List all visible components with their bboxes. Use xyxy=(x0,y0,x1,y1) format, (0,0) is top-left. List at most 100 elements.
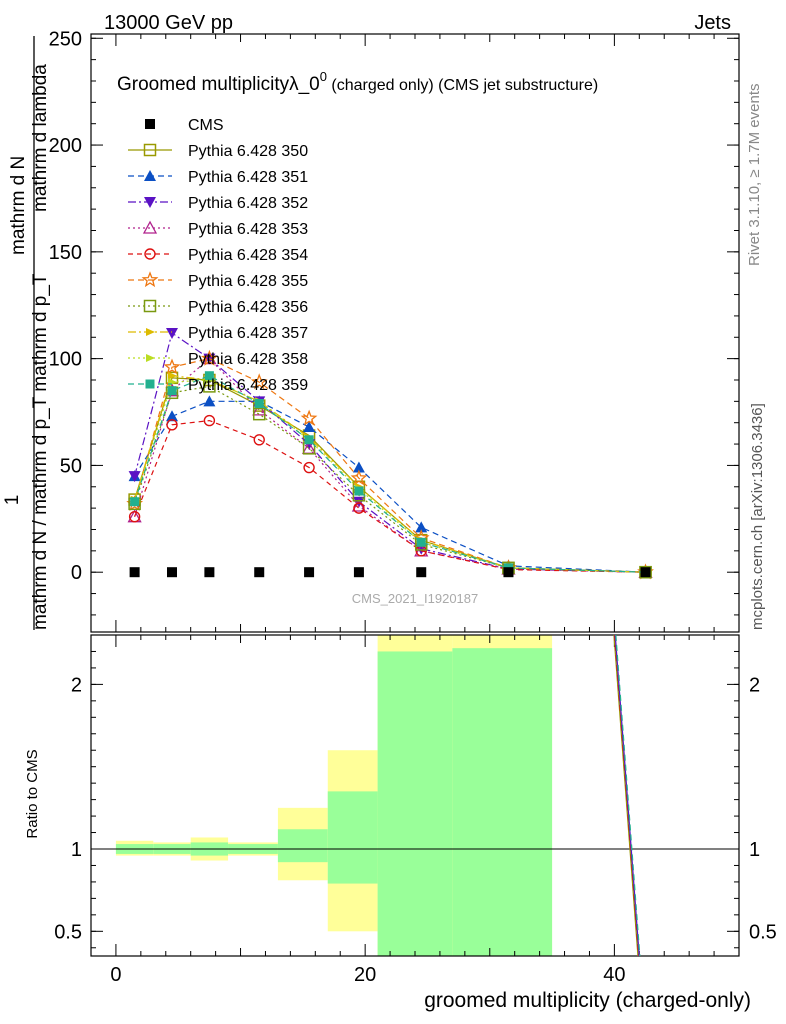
series-352-point xyxy=(352,496,365,508)
energy-label: 13000 GeV pp xyxy=(104,12,233,34)
legend-label: Pythia 6.428 354 xyxy=(188,247,308,264)
main-plot-frame: 0 50 100 150 200 250 xyxy=(49,28,740,633)
series-351-line xyxy=(134,400,646,573)
x-tick-label: 40 xyxy=(603,964,625,986)
series-355-point xyxy=(300,409,318,426)
ratio-y-axis-label: Ratio to CMS xyxy=(24,749,41,838)
ratio-series-line xyxy=(615,634,641,957)
ylabel-lambda: mathrm d lambda xyxy=(30,64,51,212)
x-axis-label: groomed multiplicity (charged-only) xyxy=(424,989,751,1012)
legend-item-351: Pythia 6.428 351 xyxy=(128,169,308,186)
series-351-point xyxy=(415,521,428,533)
series-354-point xyxy=(166,419,178,431)
title-main: Groomed multiplicityλ_00 (charged only) … xyxy=(117,69,598,95)
y-tick-label: 250 xyxy=(49,28,82,50)
series-355-point xyxy=(163,358,181,375)
y-tick-label: 150 xyxy=(49,242,82,264)
series-359-point xyxy=(254,398,264,408)
series-354-point xyxy=(353,502,365,514)
series-355-point xyxy=(201,349,218,366)
legend-item-354: Pythia 6.428 354 xyxy=(128,247,308,264)
series-356-point xyxy=(252,407,266,421)
mcplots-label: mcplots.cern.ch [arXiv:1306.3436] xyxy=(749,403,766,630)
series-359-line xyxy=(134,375,646,573)
y-tick-label: 100 xyxy=(49,349,82,371)
ylabel-numerator: mathrm d N xyxy=(8,156,29,255)
cms-data-point xyxy=(129,567,140,578)
legend-marker xyxy=(142,220,158,234)
legend-item-350: Pythia 6.428 350 xyxy=(128,143,308,160)
ratio-tick-label-left: 0.5 xyxy=(54,921,82,943)
series-356-line xyxy=(134,385,646,573)
legend-marker xyxy=(144,197,156,208)
main-series-lines xyxy=(126,328,654,580)
series-350-line xyxy=(134,377,646,573)
series-351-point xyxy=(352,461,365,473)
series-352-point xyxy=(128,471,141,483)
legend-marker xyxy=(145,379,155,389)
series-354-point xyxy=(203,414,216,427)
legend-label: Pythia 6.428 350 xyxy=(188,143,308,160)
title-superscript: 0 xyxy=(320,69,327,84)
main-y-axis-label: 1 mathrm d N / mathrm d p_T mathrm d p_T… xyxy=(2,36,51,630)
legend-marker xyxy=(141,271,159,288)
legend-item-352: Pythia 6.428 352 xyxy=(128,195,308,212)
rivet-label: Rivet 3.1.10, ≥ 1.7M events xyxy=(746,84,763,267)
ratio-tick-label-right: 0.5 xyxy=(749,921,777,943)
legend-item-358: Pythia 6.428 358 xyxy=(128,351,308,368)
series-355-line xyxy=(134,357,646,573)
ratio-tick-label-left: 1 xyxy=(71,839,82,861)
series-359-point xyxy=(304,435,314,445)
series-354-line xyxy=(134,419,646,573)
series-354-point xyxy=(128,510,141,523)
cms-data-point xyxy=(204,567,215,578)
legend-label: Pythia 6.428 359 xyxy=(188,377,308,394)
ratio-band-green xyxy=(327,791,378,884)
legend-label: Pythia 6.428 353 xyxy=(188,221,308,238)
legend-marker xyxy=(146,354,155,362)
legend: CMS Pythia 6.428 350 Pythia 6.428 351 Pythi… xyxy=(128,117,308,394)
title-main-text: Groomed multiplicityλ_0 xyxy=(117,74,320,95)
legend-marker xyxy=(143,299,157,313)
ratio-tick-label-left: 2 xyxy=(71,674,82,696)
legend-marker xyxy=(143,143,157,157)
plot-title: Groomed multiplicityλ_00 (charged only) … xyxy=(117,69,598,95)
legend-label: Pythia 6.428 356 xyxy=(188,299,308,316)
series-353-point xyxy=(202,351,217,365)
series-357-line xyxy=(134,375,646,573)
legend-item-355: Pythia 6.428 355 xyxy=(128,271,308,290)
legend-item-356: Pythia 6.428 356 xyxy=(128,299,308,316)
cms-data-point xyxy=(503,567,514,578)
title-rest: (charged only) (CMS jet substructure) xyxy=(327,77,598,94)
legend-item-359: Pythia 6.428 359 xyxy=(128,377,308,394)
series-355-point xyxy=(350,469,368,486)
legend-label: Pythia 6.428 357 xyxy=(188,325,308,342)
ratio-tick-label-right: 2 xyxy=(749,674,760,696)
series-359-point xyxy=(204,371,214,381)
legend-label: Pythia 6.428 355 xyxy=(188,273,308,290)
series-358-line xyxy=(134,379,646,573)
y-tick-label: 200 xyxy=(49,135,82,157)
cms-data-point xyxy=(640,567,651,578)
legend-label: Pythia 6.428 351 xyxy=(188,169,308,186)
ylabel-one: 1 xyxy=(2,495,23,506)
legend-item-353: Pythia 6.428 353 xyxy=(128,220,308,238)
series-352-point xyxy=(166,328,178,339)
ratio-series-lines xyxy=(613,634,641,957)
legend-label: CMS xyxy=(188,117,224,134)
ylabel-denom: mathrm d N / mathrm d p_T mathrm d p_T xyxy=(30,273,51,630)
ratio-band-green xyxy=(452,648,553,956)
analysis-watermark: CMS_2021_I1920187 xyxy=(352,591,479,606)
ratio-band-green xyxy=(277,829,328,863)
series-355-point xyxy=(250,373,268,390)
series-351-point xyxy=(166,410,178,422)
series-354-point xyxy=(253,434,265,446)
series-352-line xyxy=(134,332,646,573)
legend-label: Pythia 6.428 352 xyxy=(188,195,308,212)
series-359-point xyxy=(130,497,140,507)
series-359-point xyxy=(354,486,364,496)
legend-item-cms: CMS xyxy=(145,117,224,134)
ratio-band-green xyxy=(377,651,453,956)
cms-data-point xyxy=(304,567,315,578)
